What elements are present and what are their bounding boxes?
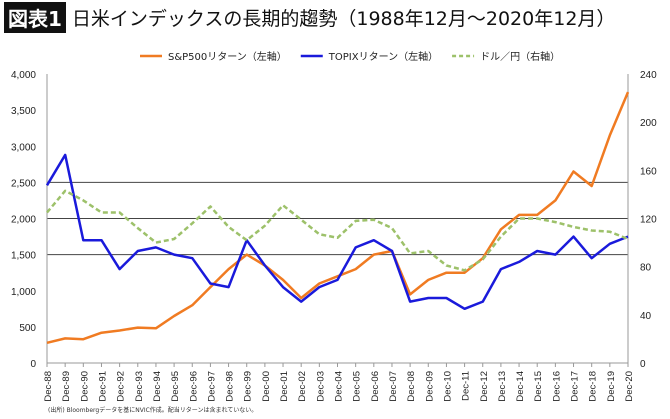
y-right-tick-label: 120 xyxy=(640,215,657,226)
x-tick-label: Dec-95 xyxy=(170,371,181,402)
x-tick-label: Dec-13 xyxy=(497,371,508,402)
x-tick-label: Dec-18 xyxy=(588,371,599,402)
x-tick-label: Dec-00 xyxy=(261,371,272,402)
y-right-tick-label: 0 xyxy=(640,359,646,370)
y-right-tick-label: 160 xyxy=(640,166,657,177)
x-tick-label: Dec-12 xyxy=(479,371,490,402)
legend-label: TOPIXリターン（左軸） xyxy=(328,50,438,63)
x-tick-label: Dec-02 xyxy=(297,371,308,402)
source-note: (出所) Bloombergデータを基にNVIC作成。配当リターンは含まれていな… xyxy=(48,407,258,414)
x-tick-label: Dec-05 xyxy=(352,371,363,402)
series-line-1 xyxy=(45,153,629,311)
x-tick-label: Dec-07 xyxy=(388,371,399,402)
series-line-2 xyxy=(46,189,629,272)
x-tick-label: Dec-92 xyxy=(116,371,127,402)
y-right-tick-label: 200 xyxy=(640,118,657,129)
x-tick-label: Dec-08 xyxy=(406,371,417,402)
x-tick-label: Dec-10 xyxy=(442,371,453,402)
y-left-tick-label: 3,500 xyxy=(11,106,36,117)
x-tick-label: Dec-16 xyxy=(551,371,562,402)
x-tick-label: Dec-98 xyxy=(225,371,236,402)
x-tick-label: Dec-88 xyxy=(43,371,54,402)
y-left-tick-label: 1,000 xyxy=(11,287,36,298)
chart-title: 図表1 日米インデックスの長期的趨勢（1988年12月～2020年12月） xyxy=(4,1,616,33)
y-left-tick-label: 500 xyxy=(19,323,36,334)
x-tick-label: Dec-17 xyxy=(570,371,581,402)
y-left-tick-label: 2,500 xyxy=(11,178,36,189)
y-left-tick-label: 2,000 xyxy=(11,215,36,226)
x-tick-label: Dec-01 xyxy=(279,371,290,402)
x-tick-label: Dec-15 xyxy=(533,371,544,402)
y-right-tick-label: 240 xyxy=(640,70,657,81)
legend-label: ドル／円（右軸） xyxy=(480,50,560,63)
title-text: 日米インデックスの長期的趨勢（1988年12月～2020年12月） xyxy=(71,7,616,30)
x-tick-label: Dec-14 xyxy=(515,371,526,402)
x-tick-label: Dec-97 xyxy=(206,371,217,402)
x-tick-label: Dec-99 xyxy=(243,371,254,402)
figure-badge: 図表1 xyxy=(4,1,66,33)
x-tick-label: Dec-93 xyxy=(134,371,145,402)
y-left-tick-label: 1,500 xyxy=(11,251,36,262)
x-tick-label: Dec-06 xyxy=(370,371,381,402)
y-right-tick-label: 80 xyxy=(640,263,652,274)
x-tick-label: Dec-89 xyxy=(61,371,72,402)
x-tick-label: Dec-19 xyxy=(606,371,617,402)
x-tick-label: Dec-91 xyxy=(97,371,108,402)
x-tick-label: Dec-96 xyxy=(188,371,199,402)
y-left-tick-label: 0 xyxy=(30,359,36,370)
x-tick-label: Dec-94 xyxy=(152,371,163,402)
x-tick-label: Dec-90 xyxy=(79,371,90,402)
series-line-0 xyxy=(46,91,630,345)
x-tick-label: Dec-03 xyxy=(315,371,326,402)
x-tick-label: Dec-04 xyxy=(334,371,345,402)
y-right-tick-label: 40 xyxy=(640,311,652,322)
x-tick-label: Dec-20 xyxy=(624,371,635,402)
legend-label: S&P500リターン（左軸） xyxy=(168,50,287,63)
y-left-tick-label: 4,000 xyxy=(11,70,36,81)
x-tick-label: Dec-09 xyxy=(424,371,435,402)
x-tick-label: Dec-11 xyxy=(461,371,472,401)
y-left-tick-label: 3,000 xyxy=(11,142,36,153)
